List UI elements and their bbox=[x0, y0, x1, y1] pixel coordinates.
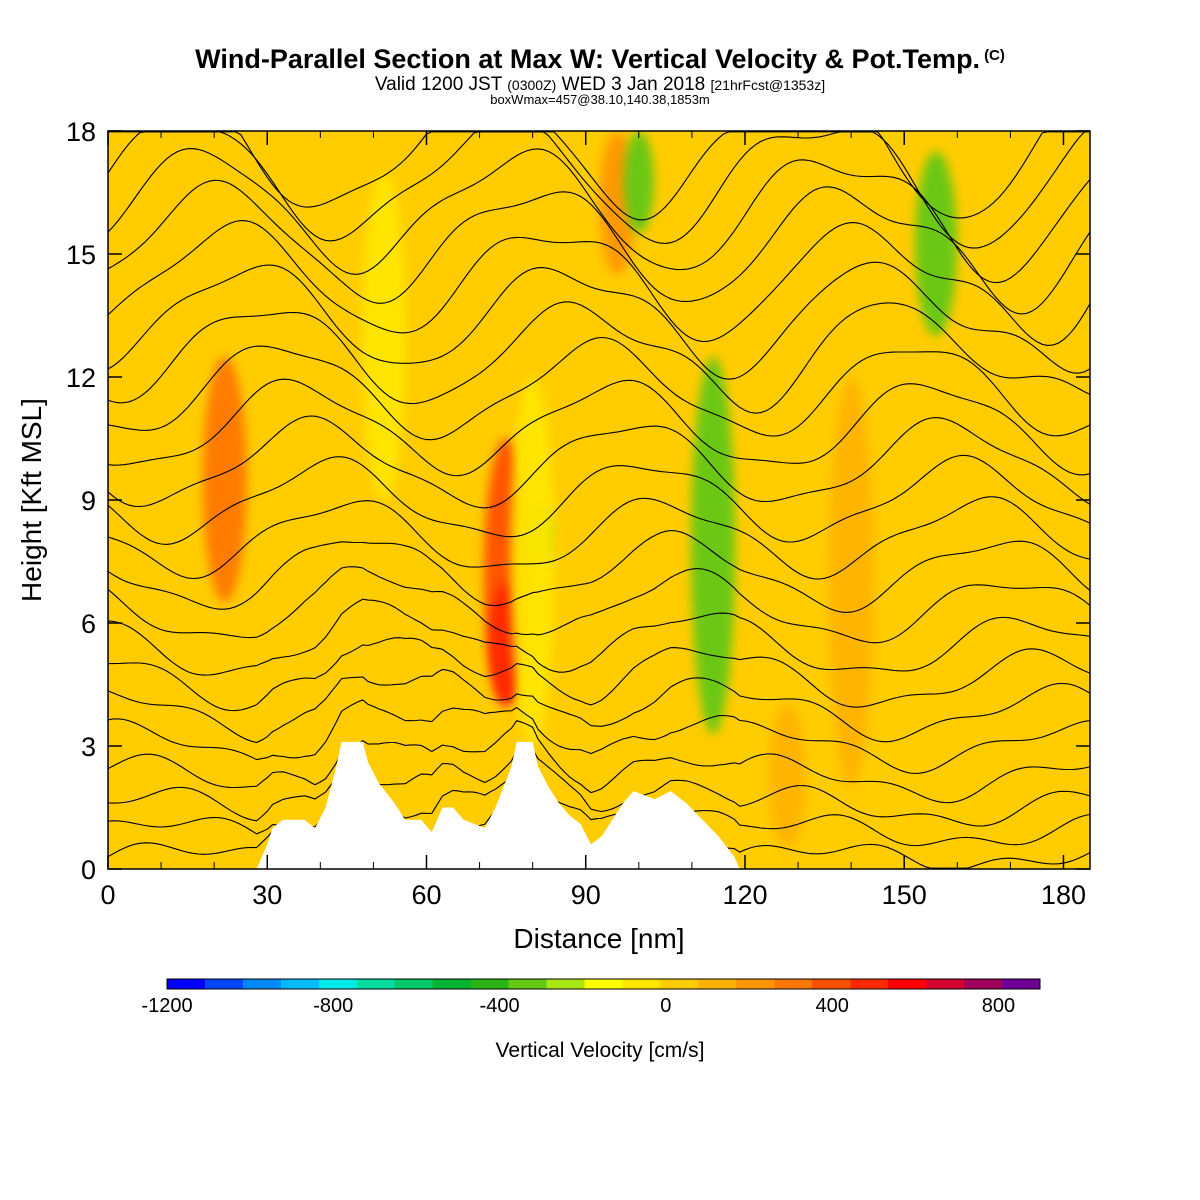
valid-date: WED 3 Jan 2018 bbox=[561, 74, 706, 95]
theta-contour bbox=[108, 454, 1090, 545]
colorbar-tick-label: 0 bbox=[660, 995, 671, 1017]
velocity-feature bbox=[829, 377, 874, 787]
terrain-fill bbox=[108, 741, 1090, 869]
colorbar-tick-label: 800 bbox=[982, 995, 1015, 1017]
theta-contour bbox=[108, 566, 1090, 644]
velocity-feature bbox=[623, 131, 654, 234]
theta-contour bbox=[108, 336, 1090, 441]
x-tick-label: 60 bbox=[411, 880, 441, 910]
x-tick-label: 150 bbox=[882, 880, 927, 910]
theta-contour bbox=[108, 415, 1090, 509]
velocity-feature bbox=[691, 356, 736, 734]
colorbar-swatch bbox=[470, 979, 510, 989]
velocity-feature bbox=[362, 172, 407, 500]
colorbar-swatch bbox=[888, 979, 927, 989]
colorbar-swatch bbox=[660, 979, 699, 989]
velocity-feature bbox=[915, 151, 957, 336]
theta-contour bbox=[108, 131, 1090, 249]
theta-contour bbox=[108, 261, 1090, 380]
y-axis-label: Height [Kft MSL] bbox=[16, 398, 47, 602]
colorbar-tick-label: -400 bbox=[480, 995, 520, 1017]
x-axis-label: Distance [nm] bbox=[513, 923, 684, 954]
theta-contour bbox=[108, 179, 1090, 315]
colorbar-swatch bbox=[546, 979, 586, 989]
colorbar-swatch bbox=[508, 979, 548, 989]
valid-utc: (0300Z) bbox=[507, 77, 557, 93]
theta-contour bbox=[108, 529, 1090, 613]
theta-contours bbox=[108, 131, 1090, 869]
colorbar-swatch bbox=[622, 979, 661, 989]
colorbar-swatch bbox=[850, 979, 889, 989]
valid-prefix: Valid 1200 JST bbox=[374, 74, 502, 95]
y-tick-label: 6 bbox=[81, 609, 96, 639]
velocity-field bbox=[202, 131, 957, 849]
theta-contour bbox=[108, 378, 1090, 477]
theta-contour bbox=[108, 668, 1090, 744]
colorbar: -1200 -800 -400 0 400 800 bbox=[141, 978, 1041, 1017]
title-text: Wind-Parallel Section at Max W: Vertical… bbox=[195, 44, 981, 74]
colorbar-swatch bbox=[318, 979, 358, 989]
colorbar-tick-label: 400 bbox=[815, 995, 848, 1017]
colorbar-swatch bbox=[926, 979, 965, 989]
theta-contour bbox=[108, 301, 1090, 414]
y-tick-label: 12 bbox=[66, 363, 96, 393]
velocity-feature bbox=[202, 356, 247, 603]
x-tick-label: 0 bbox=[100, 880, 115, 910]
colorbar-swatch bbox=[584, 979, 623, 989]
terrain bbox=[108, 741, 1090, 869]
colorbar-swatch bbox=[167, 979, 206, 989]
colorbar-swatch bbox=[698, 979, 737, 989]
box-info: boxWmax=457@38.10,140.38,1853m bbox=[490, 92, 710, 107]
chart-title: Wind-Parallel Section at Max W: Vertical… bbox=[0, 44, 1200, 75]
theta-contour bbox=[108, 720, 1090, 804]
theta-contour bbox=[108, 496, 1090, 580]
plot-area bbox=[108, 131, 1090, 869]
y-tick-label: 0 bbox=[81, 855, 96, 885]
theta-contour bbox=[108, 131, 1090, 221]
x-tick-label: 30 bbox=[252, 880, 282, 910]
colorbar-tick-label: -1200 bbox=[141, 995, 192, 1017]
theta-contour bbox=[108, 748, 1090, 827]
colorbar-swatch bbox=[964, 979, 1003, 989]
colorbar-swatch bbox=[736, 979, 775, 989]
colorbar-swatch bbox=[394, 979, 434, 989]
colorbar-swatch bbox=[812, 979, 851, 989]
velocity-feature bbox=[769, 705, 806, 849]
colorbar-swatch bbox=[356, 979, 396, 989]
colorbar-label: Vertical Velocity [cm/s] bbox=[496, 1039, 705, 1062]
y-tick-label: 9 bbox=[81, 486, 96, 516]
x-tick-label: 90 bbox=[571, 880, 601, 910]
theta-contour bbox=[108, 768, 1090, 847]
x-tick-label: 120 bbox=[722, 880, 767, 910]
theta-contour bbox=[108, 637, 1090, 712]
colorbar-swatch bbox=[774, 979, 813, 989]
y-tick-label: 3 bbox=[81, 732, 96, 762]
colorbar-tick-label: -800 bbox=[313, 995, 353, 1017]
colorbar-swatch bbox=[242, 979, 282, 989]
title-suffix: (C) bbox=[984, 47, 1005, 64]
colorbar-swatch bbox=[280, 979, 320, 989]
colorbar-swatch bbox=[1002, 979, 1041, 989]
theta-contour bbox=[108, 220, 1090, 346]
y-tick-label: 18 bbox=[66, 117, 96, 147]
colorbar-swatch bbox=[204, 979, 244, 989]
x-tick-label: 180 bbox=[1041, 880, 1086, 910]
colorbar-swatch bbox=[432, 979, 472, 989]
theta-contour bbox=[108, 598, 1090, 676]
valid-time: Valid 1200 JST (0300Z) WED 3 Jan 2018 [2… bbox=[0, 74, 1200, 96]
colorbar-frame bbox=[166, 978, 1041, 990]
y-tick-label: 15 bbox=[66, 240, 96, 270]
valid-forecast: [21hrFcst@1353z] bbox=[710, 77, 826, 93]
velocity-feature bbox=[510, 377, 555, 746]
theta-contour bbox=[108, 148, 1090, 284]
theta-contour bbox=[108, 699, 1090, 775]
axes: 0 30 60 90 120 150 180 0 3 6 9 12 15 18 bbox=[66, 117, 1090, 910]
